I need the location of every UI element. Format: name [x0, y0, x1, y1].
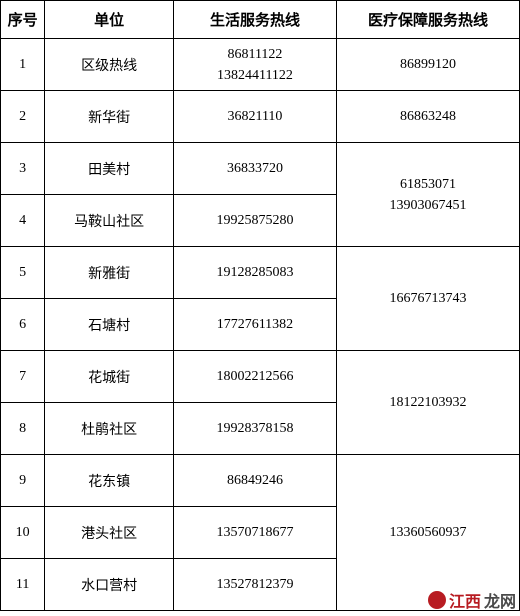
- cell-phone1: 18002212566: [173, 351, 336, 403]
- cell-idx: 9: [1, 455, 45, 507]
- cell-idx: 3: [1, 143, 45, 195]
- header-idx: 序号: [1, 1, 45, 39]
- watermark-logo-icon: [428, 591, 446, 609]
- watermark-text-red: 江西: [449, 588, 481, 612]
- table-row: 3田美村368337206185307113903067451: [1, 143, 520, 195]
- cell-unit: 马鞍山社区: [45, 195, 174, 247]
- table-row: 1区级热线868111221382441112286899120: [1, 39, 520, 91]
- cell-phone2: 6185307113903067451: [336, 143, 519, 247]
- table-row: 9花东镇8684924613360560937: [1, 455, 520, 507]
- cell-phone2: 86899120: [336, 39, 519, 91]
- cell-idx: 8: [1, 403, 45, 455]
- cell-idx: 11: [1, 559, 45, 611]
- cell-phone1: 8681112213824411122: [173, 39, 336, 91]
- header-phone2: 医疗保障服务热线: [336, 1, 519, 39]
- header-phone1: 生活服务热线: [173, 1, 336, 39]
- table-header-row: 序号 单位 生活服务热线 医疗保障服务热线: [1, 1, 520, 39]
- cell-phone1: 19128285083: [173, 247, 336, 299]
- cell-unit: 港头社区: [45, 507, 174, 559]
- cell-idx: 5: [1, 247, 45, 299]
- cell-unit: 石塘村: [45, 299, 174, 351]
- watermark-text-dark: 龙网: [484, 588, 516, 612]
- cell-phone1: 19925875280: [173, 195, 336, 247]
- cell-idx: 6: [1, 299, 45, 351]
- cell-phone2: 18122103932: [336, 351, 519, 455]
- cell-unit: 杜鹃社区: [45, 403, 174, 455]
- cell-phone2: 86863248: [336, 91, 519, 143]
- cell-phone1: 36821110: [173, 91, 336, 143]
- table-body: 1区级热线8681112213824411122868991202新华街3682…: [1, 39, 520, 611]
- watermark: 江西龙网: [428, 588, 516, 612]
- table-row: 7花城街1800221256618122103932: [1, 351, 520, 403]
- table-row: 5新雅街1912828508316676713743: [1, 247, 520, 299]
- cell-unit: 新华街: [45, 91, 174, 143]
- cell-unit: 花东镇: [45, 455, 174, 507]
- header-unit: 单位: [45, 1, 174, 39]
- cell-unit: 区级热线: [45, 39, 174, 91]
- cell-phone1: 86849246: [173, 455, 336, 507]
- cell-unit: 新雅街: [45, 247, 174, 299]
- cell-idx: 10: [1, 507, 45, 559]
- cell-idx: 7: [1, 351, 45, 403]
- cell-phone1: 13527812379: [173, 559, 336, 611]
- hotline-table: 序号 单位 生活服务热线 医疗保障服务热线 1区级热线8681112213824…: [0, 0, 520, 611]
- cell-unit: 水口营村: [45, 559, 174, 611]
- cell-unit: 花城街: [45, 351, 174, 403]
- cell-idx: 4: [1, 195, 45, 247]
- cell-idx: 1: [1, 39, 45, 91]
- cell-phone1: 13570718677: [173, 507, 336, 559]
- cell-phone1: 36833720: [173, 143, 336, 195]
- table-row: 2新华街3682111086863248: [1, 91, 520, 143]
- cell-phone2: 16676713743: [336, 247, 519, 351]
- cell-unit: 田美村: [45, 143, 174, 195]
- cell-idx: 2: [1, 91, 45, 143]
- cell-phone1: 17727611382: [173, 299, 336, 351]
- cell-phone1: 19928378158: [173, 403, 336, 455]
